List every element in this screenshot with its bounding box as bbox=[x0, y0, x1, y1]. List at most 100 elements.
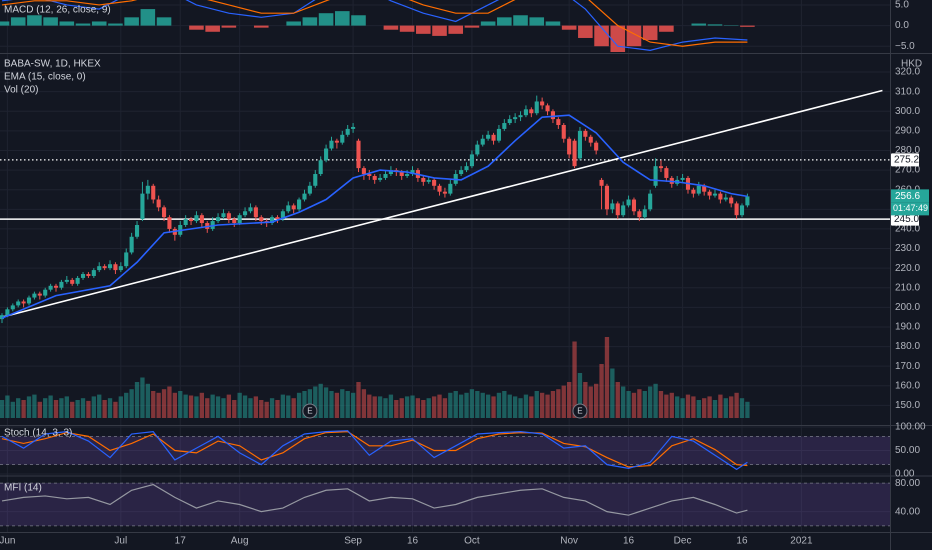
volume-bar bbox=[53, 400, 59, 418]
candle-body bbox=[626, 199, 631, 206]
volume-bar bbox=[253, 396, 259, 418]
ema-line bbox=[1, 114, 748, 319]
volume-bar bbox=[43, 398, 48, 418]
earnings-label: E bbox=[307, 407, 312, 416]
macd-histogram-bar bbox=[399, 25, 415, 32]
volume-bar bbox=[226, 394, 232, 418]
volume-bar bbox=[32, 394, 37, 418]
volume-bar bbox=[648, 386, 653, 418]
volume-bar bbox=[604, 337, 610, 418]
y-tick-label: 190.0 bbox=[895, 322, 920, 333]
volume-bar bbox=[80, 398, 86, 418]
volume-bar bbox=[194, 396, 199, 418]
candle-body bbox=[86, 274, 91, 276]
volume-bar bbox=[340, 389, 345, 418]
candle-body bbox=[513, 117, 518, 120]
volume-bar bbox=[178, 391, 183, 418]
volume-bar bbox=[0, 400, 5, 418]
volume-bar bbox=[356, 382, 361, 418]
macd-histogram-bar bbox=[561, 25, 577, 30]
candle-body bbox=[318, 160, 323, 175]
volume-bar bbox=[10, 401, 15, 418]
candle-body bbox=[351, 126, 356, 129]
candle-body bbox=[0, 315, 5, 320]
candle-body bbox=[334, 140, 339, 143]
y-tick-label: 210.0 bbox=[895, 282, 920, 293]
volume-bar bbox=[539, 392, 545, 418]
candle-body bbox=[26, 297, 32, 304]
candle-body bbox=[275, 217, 280, 220]
candle-body bbox=[399, 172, 404, 176]
candle-body bbox=[734, 203, 739, 216]
ema-legend: EMA (15, close, 0) bbox=[4, 72, 86, 83]
x-tick-label: 16 bbox=[736, 536, 748, 547]
macd-histogram-bar bbox=[383, 25, 399, 30]
volume-bar bbox=[626, 391, 631, 418]
volume-bar bbox=[75, 400, 80, 418]
y-tick-label: 180.0 bbox=[895, 341, 920, 352]
candle-body bbox=[199, 215, 204, 224]
macd-histogram-bar bbox=[594, 25, 609, 47]
macd-histogram-bar bbox=[140, 9, 156, 26]
volume-bar bbox=[480, 392, 485, 418]
x-tick-label: 17 bbox=[175, 536, 187, 547]
candle-body bbox=[534, 101, 539, 114]
volume-bar bbox=[361, 389, 367, 418]
volume-bar bbox=[410, 395, 415, 418]
candle-body bbox=[329, 140, 334, 149]
volume-bar bbox=[334, 392, 340, 418]
candle-body bbox=[529, 109, 534, 114]
volume-bar bbox=[734, 392, 739, 418]
volume-bar bbox=[26, 396, 32, 418]
candle-body bbox=[134, 225, 140, 237]
x-tick-label: Aug bbox=[231, 536, 249, 547]
macd-histogram-bar bbox=[464, 25, 480, 28]
stoch-panel bbox=[0, 430, 890, 471]
candle-body bbox=[540, 101, 545, 106]
candle-body bbox=[464, 166, 469, 171]
macd-histogram-bar bbox=[432, 25, 447, 36]
candle-body bbox=[16, 301, 21, 306]
volume-bar bbox=[367, 394, 372, 418]
volume-bar bbox=[97, 394, 102, 418]
candle-body bbox=[237, 215, 242, 224]
y-tick-label: 170.0 bbox=[895, 361, 920, 372]
level-tag-label: 275.2 bbox=[894, 155, 919, 166]
stoch-k-line bbox=[1, 430, 748, 471]
x-tick-label: Dec bbox=[674, 536, 692, 547]
candle-body bbox=[599, 179, 604, 186]
volume-bar bbox=[37, 401, 42, 418]
candle-body bbox=[653, 166, 658, 186]
macd-histogram-bar bbox=[659, 25, 674, 32]
volume-bar bbox=[232, 400, 237, 418]
candle-body bbox=[642, 209, 647, 218]
volume-bar bbox=[718, 394, 723, 418]
volume-bar bbox=[280, 394, 286, 418]
volume-bar bbox=[124, 392, 129, 418]
y-tick-label: 160.0 bbox=[895, 380, 920, 391]
macd-histogram-bar bbox=[108, 23, 123, 26]
candle-body bbox=[216, 217, 221, 222]
volume-bar bbox=[318, 383, 323, 418]
volume-bar bbox=[593, 383, 599, 418]
macd-panel bbox=[0, 0, 755, 52]
candle-body bbox=[145, 185, 150, 194]
candle-body bbox=[32, 293, 37, 298]
level-tag bbox=[891, 212, 919, 226]
countdown-tag bbox=[891, 202, 929, 216]
macd-histogram-bar bbox=[334, 11, 350, 26]
candle-body bbox=[43, 289, 48, 296]
macd-histogram-bar bbox=[302, 17, 318, 26]
candle-body bbox=[183, 219, 188, 225]
level-tag-label: 245.0 bbox=[894, 214, 919, 225]
volume-bar bbox=[134, 382, 140, 418]
candle-body bbox=[124, 252, 129, 267]
candle-body bbox=[718, 193, 723, 200]
y-tick-label: 290.0 bbox=[895, 126, 920, 137]
countdown-label: 01:47:49 bbox=[893, 203, 928, 213]
candle-body bbox=[518, 115, 523, 118]
candle-body bbox=[91, 270, 96, 276]
candle-body bbox=[556, 119, 561, 125]
